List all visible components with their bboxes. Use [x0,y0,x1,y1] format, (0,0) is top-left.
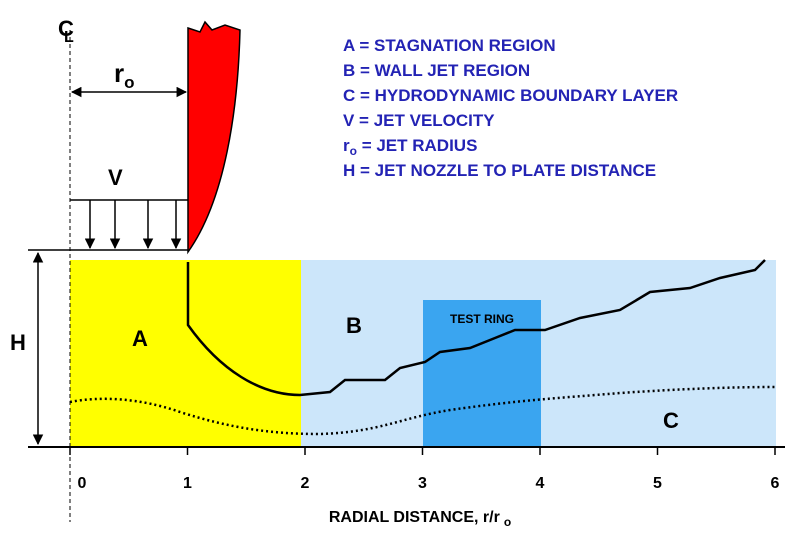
legend-item: ro = JET RADIUS [343,136,477,158]
region-b-label: B [346,313,362,338]
centerline-l: L [64,29,74,46]
tick-label: 0 [78,475,87,492]
boundary-layer-curve [69,385,777,436]
test-ring-label: TEST RING [450,312,514,326]
legend-item: H = JET NOZZLE TO PLATE DISTANCE [343,161,656,180]
legend-item: V = JET VELOCITY [343,111,495,130]
boundary-curve [186,259,766,397]
tick-label: 2 [301,475,310,492]
tick-label: 6 [771,475,780,492]
region-c-label: C [663,408,679,433]
legend-item: A = STAGNATION REGION [343,36,556,55]
velocity-label: V [108,165,123,190]
nozzle [187,20,241,255]
centerline-c: C [58,16,74,41]
legend-item: B = WALL JET REGION [343,61,530,80]
axis-label: RADIAL DISTANCE, r/r o [329,509,511,529]
test-ring [423,300,541,447]
h-label: H [10,330,26,355]
legend-item: C = HYDRODYNAMIC BOUNDARY LAYER [343,86,678,105]
legend: A = STAGNATION REGION B = WALL JET REGION… [343,36,678,180]
radius-label: ro [114,58,135,92]
axis-ticks: 0 1 2 3 4 5 6 [69,447,780,492]
stagnation-region [70,260,301,447]
velocity-arrows [84,200,182,250]
tick-label: 5 [653,475,662,492]
tick-label: 4 [536,475,545,492]
region-a-label: A [132,326,148,351]
tick-label: 1 [183,475,192,492]
tick-label: 3 [418,475,427,492]
